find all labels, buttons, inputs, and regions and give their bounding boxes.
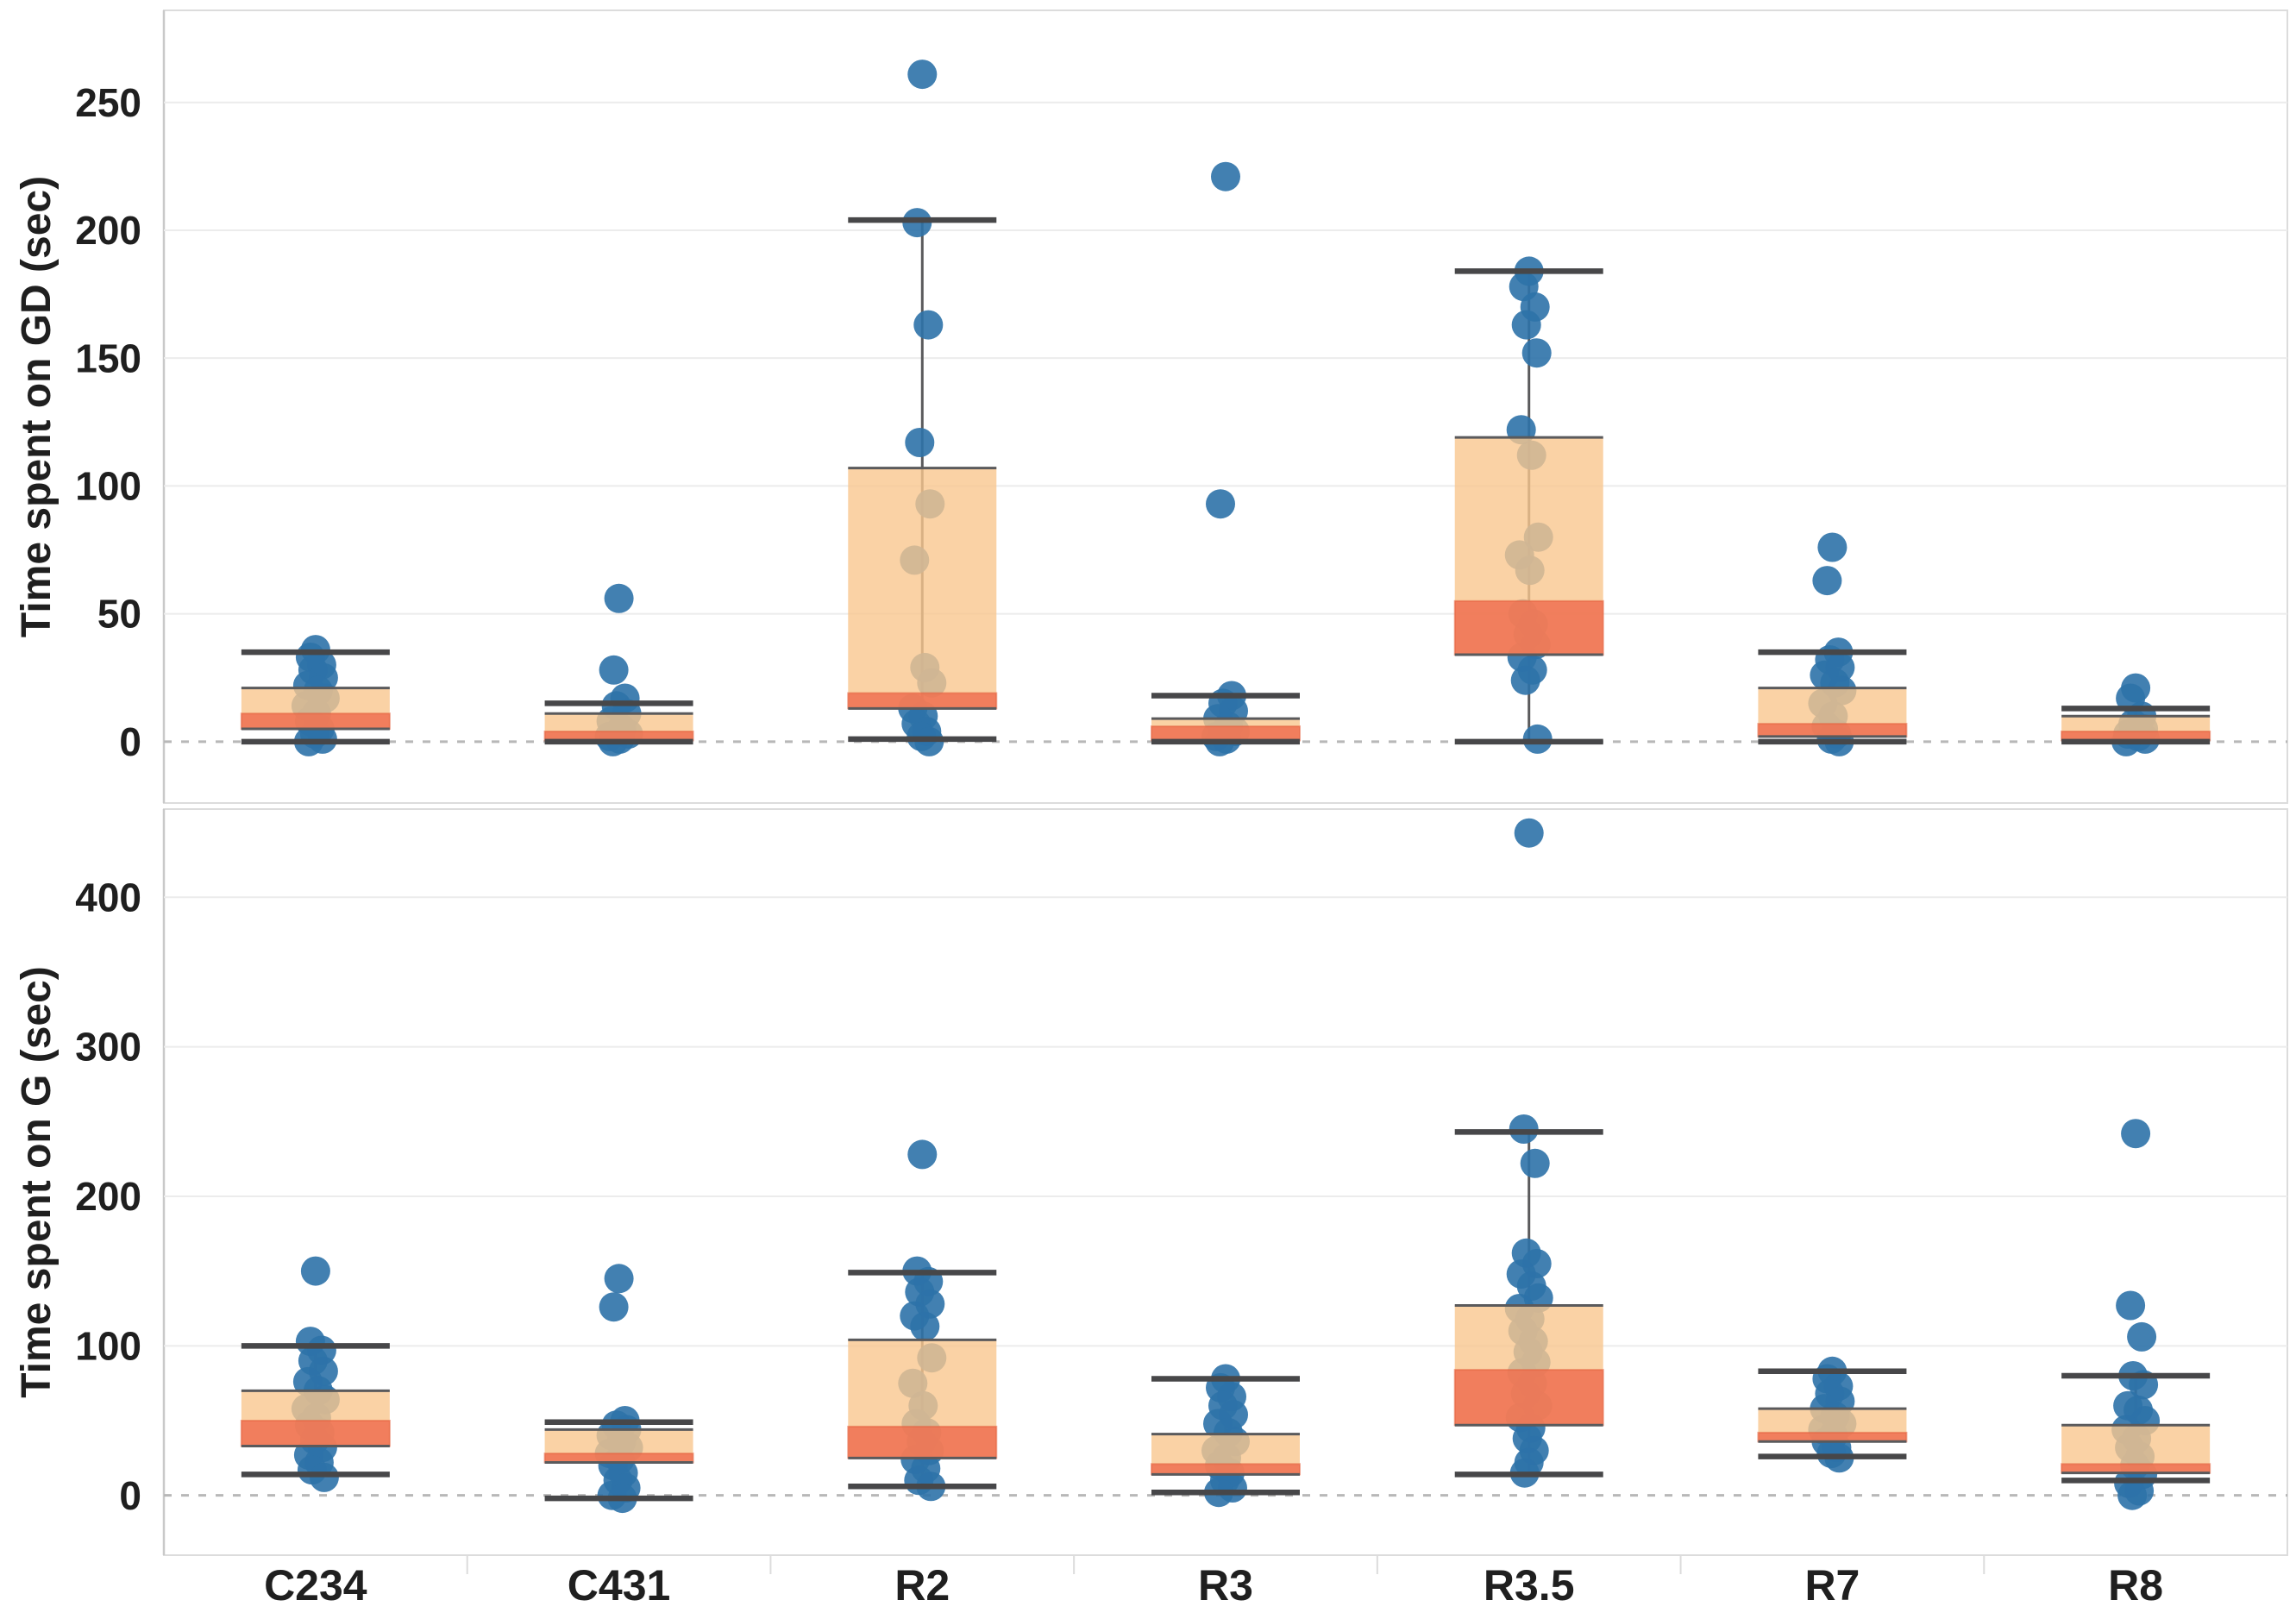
median-band	[240, 1420, 391, 1447]
data-point	[907, 60, 938, 90]
data-point	[1511, 310, 1541, 340]
median-band	[1151, 1463, 1301, 1476]
data-point	[309, 1462, 339, 1492]
x-category-label: R3	[1198, 1561, 1253, 1610]
y-axis-title-g: Time spent on G (sec)	[14, 966, 60, 1398]
data-point	[1812, 566, 1842, 596]
box-iqr	[848, 468, 997, 709]
data-point	[2117, 1480, 2148, 1510]
y-tick-label: 100	[75, 1323, 141, 1368]
median-band	[847, 692, 998, 710]
y-tick-label: 300	[75, 1025, 141, 1070]
x-category-label: R3.5	[1484, 1561, 1575, 1610]
data-point	[2116, 1290, 2146, 1321]
data-point	[1206, 489, 1235, 519]
median-band	[1757, 1431, 1908, 1443]
data-point	[907, 1139, 938, 1170]
x-category-label: C234	[264, 1561, 367, 1610]
data-point	[599, 655, 629, 685]
median-band	[240, 712, 391, 731]
y-tick-label: 0	[119, 719, 141, 764]
x-category-label: R8	[2108, 1561, 2163, 1610]
y-tick-label: 0	[119, 1473, 141, 1518]
y-axis-title-gd: Time spent on GD (sec)	[14, 176, 60, 637]
data-point	[599, 1292, 629, 1322]
data-point	[1510, 665, 1540, 695]
median-band	[2061, 1463, 2211, 1474]
data-point	[604, 583, 634, 613]
median-band	[1453, 1369, 1604, 1427]
data-point	[1509, 1114, 1539, 1144]
data-point	[1817, 532, 1847, 562]
y-tick-label: 250	[75, 80, 141, 125]
data-point	[300, 1256, 330, 1286]
x-category-label: R7	[1804, 1561, 1860, 1610]
y-tick-label: 100	[75, 464, 141, 509]
y-tick-label: 200	[75, 208, 141, 253]
data-point	[905, 428, 935, 457]
median-band	[1151, 725, 1301, 742]
data-point	[913, 310, 944, 340]
data-point	[1520, 1148, 1550, 1178]
data-point	[1514, 818, 1544, 848]
data-point	[2121, 1119, 2151, 1149]
median-band	[1453, 599, 1604, 656]
data-point	[2127, 1321, 2157, 1352]
y-tick-label: 200	[75, 1174, 141, 1219]
median-band	[543, 1453, 694, 1464]
y-tick-label: 400	[75, 875, 141, 919]
median-band	[847, 1425, 998, 1459]
x-category-label: C431	[568, 1561, 671, 1610]
x-category-label: R2	[894, 1561, 950, 1610]
data-point	[1521, 338, 1552, 368]
data-point	[910, 1311, 940, 1341]
data-point	[604, 1264, 634, 1294]
y-tick-label: 50	[97, 592, 141, 637]
data-point	[1211, 161, 1240, 191]
y-tick-label: 150	[75, 336, 141, 380]
median-band	[1757, 723, 1908, 737]
